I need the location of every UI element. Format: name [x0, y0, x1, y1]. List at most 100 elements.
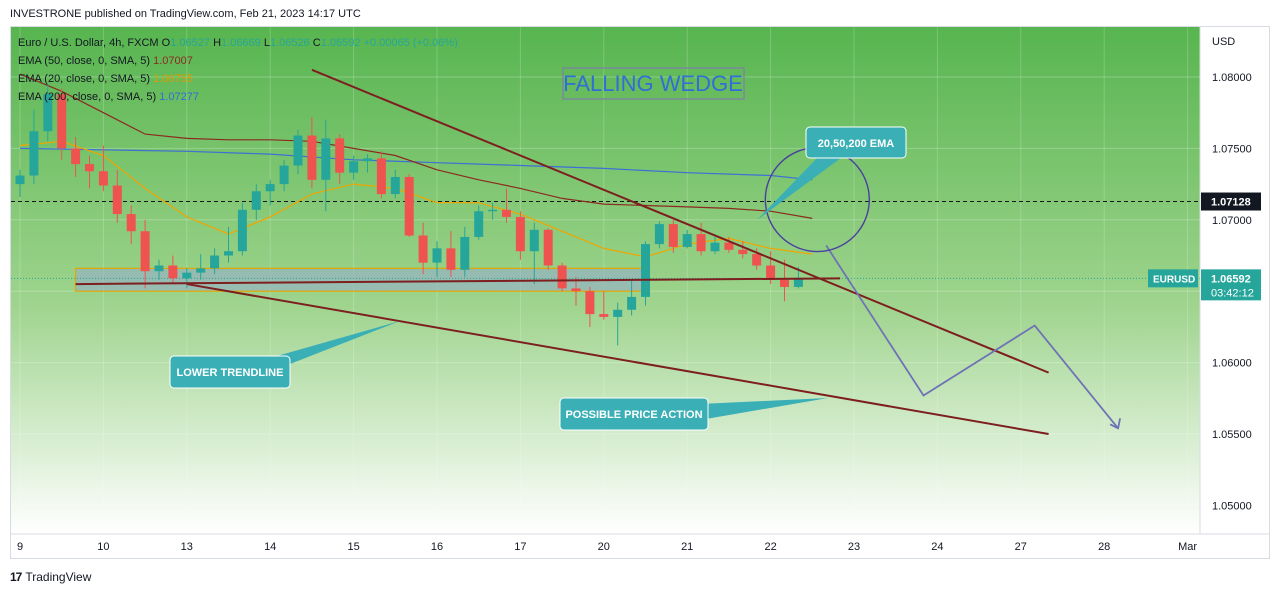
chart-frame[interactable] [10, 26, 1270, 559]
candle-down [571, 276, 581, 306]
time-tick-label: 9 [17, 541, 23, 553]
candle-body [168, 265, 178, 279]
candle-body [279, 165, 289, 185]
candle-up [682, 229, 692, 249]
upper-trendline [311, 68, 1049, 374]
time-tick-label: 22 [764, 541, 776, 553]
candle-down [112, 169, 122, 223]
ema-callout: 20,50,200 EMA [757, 126, 907, 220]
candle-up [641, 241, 650, 306]
time-tick-label: 14 [264, 541, 276, 553]
price-action-box [559, 397, 709, 431]
candles-layer [15, 84, 803, 346]
marked-level-badge [1201, 192, 1261, 211]
candle-up [710, 236, 720, 255]
candle-down [140, 219, 150, 289]
candle-down [696, 222, 706, 256]
candle-up [251, 184, 261, 220]
candle-body [571, 288, 581, 292]
candle-up [460, 226, 470, 277]
candle-body [710, 242, 720, 252]
candle-body [682, 234, 692, 247]
candle-body [154, 265, 164, 272]
candle-body [43, 94, 53, 132]
time-tick-label: 27 [1015, 541, 1027, 553]
legend-ema50-row[interactable]: EMA (50, close, 0, SMA, 5) 1.07007 [18, 52, 458, 70]
candle-up [210, 248, 220, 275]
candle-body [140, 231, 150, 272]
candle-body [654, 224, 664, 245]
candle-body [112, 185, 122, 215]
candle-up [224, 226, 233, 263]
lower-trendline [186, 283, 1049, 436]
candle-body [515, 216, 525, 252]
last-price-text: 1.06592 [1211, 273, 1251, 285]
legend-ema200-row[interactable]: EMA (200, close, 0, SMA, 5) 1.07277 [18, 88, 458, 106]
candle-up [237, 202, 247, 256]
candle-body [793, 278, 803, 287]
price-tick-label: 1.05500 [1212, 429, 1252, 441]
trendlines-layer [75, 68, 1121, 436]
legend-high: 1.06669 [221, 37, 261, 49]
candle-body [307, 135, 317, 180]
candle-body [557, 265, 567, 289]
legend-symbol: Euro / U.S. Dollar, 4h, FXCM [18, 37, 159, 49]
candle-down [98, 145, 108, 192]
candle-body [251, 191, 261, 210]
candle-body [29, 131, 39, 176]
candle-down [307, 116, 317, 189]
legend-ema20-row[interactable]: EMA (20, close, 0, SMA, 5) 1.06755 [18, 70, 458, 88]
candle-body [390, 176, 400, 195]
candle-body [766, 265, 776, 280]
candle-body [363, 158, 372, 162]
legend-close: 1.06592 [320, 37, 361, 49]
candle-body [502, 209, 511, 217]
candle-body [404, 176, 414, 236]
candle-body [529, 229, 539, 252]
publisher-line: INVESTRONE published on TradingView.com,… [10, 8, 361, 20]
candle-body [265, 184, 275, 192]
candle-up [321, 119, 331, 212]
candle-body [376, 158, 386, 195]
candle-body [126, 214, 136, 232]
candle-body [738, 249, 748, 255]
candle-down [557, 262, 567, 292]
candle-down [168, 255, 178, 285]
candle-body [98, 171, 108, 186]
time-axis: 9 10 13 14 15 16 17 20 21 22 23 24 27 28 Mar [11, 533, 1269, 558]
candle-body [237, 209, 247, 252]
candle-body [196, 268, 206, 273]
legend-ema200-label: EMA (200, close, 0, SMA, 5) [18, 91, 157, 103]
candle-up [627, 279, 637, 316]
candle-down [71, 136, 81, 177]
lower-trendline-box [169, 355, 291, 389]
tradingview-logo[interactable]: 17 TradingView [10, 570, 91, 584]
candle-body [613, 309, 623, 317]
ema20-line [19, 140, 813, 258]
chart-legend: Euro / U.S. Dollar, 4h, FXCM O1.06527 H1… [18, 34, 458, 106]
time-tick-label: 28 [1098, 541, 1110, 553]
legend-ohlc-row: Euro / U.S. Dollar, 4h, FXCM O1.06527 H1… [18, 34, 458, 52]
candle-down [738, 241, 748, 259]
candle-down [724, 236, 734, 253]
candle-down [585, 286, 595, 327]
candle-body [641, 244, 650, 297]
ema-callout-text: 20,50,200 EMA [818, 138, 894, 150]
candle-down [376, 151, 386, 199]
time-axis-bg [11, 534, 1200, 558]
candle-down [57, 88, 67, 160]
candle-up [488, 202, 498, 220]
candle-body [335, 138, 345, 173]
time-tick-label: 15 [347, 541, 359, 553]
projection-arrowhead [1109, 418, 1121, 430]
candle-body [224, 251, 233, 256]
candle-body [71, 148, 81, 165]
candle-up [196, 254, 206, 280]
lower-trendline-callout: LOWER TRENDLINE [169, 321, 400, 389]
price-tick-label: 1.07000 [1212, 215, 1252, 227]
price-tick-label: 1.08000 [1212, 72, 1252, 84]
candle-body [15, 175, 25, 185]
lower-trendline-pointer [270, 321, 400, 364]
horizontal-support-line [75, 277, 841, 286]
